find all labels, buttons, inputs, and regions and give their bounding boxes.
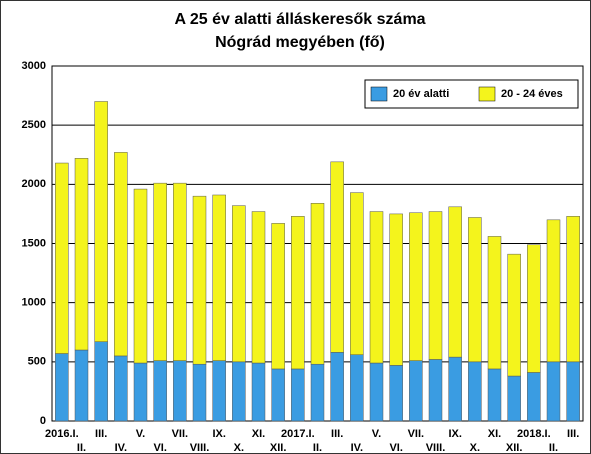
y-tick-label: 2500 [22,119,46,131]
bar-segment [94,101,108,342]
bar-segment [133,362,148,422]
bar-segment [232,205,246,363]
bar-segment [468,217,482,363]
bar-segment [487,236,502,370]
chart-title: A 25 év alatti álláskeresők száma [174,11,425,28]
legend-swatch [478,86,496,102]
bar-segment [133,188,148,364]
bar-segment [487,368,502,422]
bar-segment [350,354,364,422]
bar-segment [369,362,384,422]
x-tick-label: II. [549,442,558,454]
x-tick-label: 2017.I. [281,428,315,440]
x-tick-label: V. [136,428,145,440]
bar-segment [153,360,167,422]
bar-segment [350,192,364,355]
x-tick-label: III. [567,428,579,440]
bar-segment [114,152,128,357]
bar-segment [566,216,580,363]
bar-segment [428,211,443,360]
bar-segment [448,206,462,358]
y-tick-label: 1500 [22,237,46,249]
bar-segment [212,194,226,361]
bar-segment [173,182,187,361]
y-tick-label: 2000 [22,178,46,190]
bar-segment [389,365,403,422]
bar-segment [291,368,305,422]
x-tick-label: II. [77,442,86,454]
y-tick-label: 1000 [22,297,46,309]
bar-segment [212,360,226,422]
y-tick-label: 500 [28,356,46,368]
x-tick-label: 2016.I. [45,428,79,440]
x-tick-label: XI. [488,428,501,440]
bar-segment [55,162,69,354]
legend-swatch [370,86,388,102]
bar-segment [409,360,423,422]
bar-segment [232,361,246,422]
x-tick-label: V. [372,428,381,440]
x-tick-label: IV. [115,442,127,454]
bar-segment [55,353,69,422]
bar-segment [330,352,344,422]
bar-segment [507,375,521,422]
x-tick-label: IX. [212,428,225,440]
bar-segment [94,341,108,422]
y-tick-label: 3000 [22,60,46,72]
bar-segment [192,195,207,365]
bar-segment [330,161,344,353]
x-tick-label: III. [331,428,343,440]
legend-label: 20 - 24 éves [501,88,563,100]
bar-segment [192,363,207,422]
legend-box [364,79,579,109]
bar-segment [251,362,266,422]
x-tick-label: VII. [408,428,425,440]
bar-segment [369,211,384,364]
legend-label: 20 év alatti [393,88,449,100]
bar-segment [527,244,541,373]
bar-segment [114,355,128,422]
x-tick-label: VIII. [426,442,446,454]
bar-segment [310,203,325,365]
bar-segment [389,213,403,366]
x-tick-label: VIII. [190,442,210,454]
x-tick-label: VI. [153,442,166,454]
x-tick-label: IV. [351,442,363,454]
bar-segment [74,349,89,422]
bar-segment [448,356,462,422]
bar-segment [468,361,482,422]
x-tick-label: XII. [270,442,287,454]
x-tick-label: II. [313,442,322,454]
bar-segment [428,359,443,422]
bar-segment [173,360,187,422]
x-tick-label: XI. [252,428,265,440]
x-tick-label: XII. [506,442,523,454]
bar-segment [271,368,285,422]
bar-segment [310,363,325,422]
x-tick-label: X. [470,442,480,454]
bar-segment [74,158,89,351]
bar-segment [291,216,305,370]
bar-segment [527,372,541,422]
bar-segment [507,253,521,377]
bar-segment [409,212,423,361]
y-tick-label: 0 [40,415,46,427]
bar-segment [546,219,561,363]
x-tick-label: VII. [172,428,189,440]
x-tick-label: VI. [389,442,402,454]
bar-segment [546,361,561,422]
x-tick-label: 2018.I. [517,428,551,440]
bar-segment [566,361,580,422]
x-tick-label: IX. [448,428,461,440]
chart-subtitle: Nógrád megyében (fő) [215,34,385,51]
bar-segment [251,211,266,364]
x-tick-label: X. [234,442,244,454]
bar-segment [271,223,285,370]
bar-segment [153,182,167,361]
x-tick-label: III. [95,428,107,440]
